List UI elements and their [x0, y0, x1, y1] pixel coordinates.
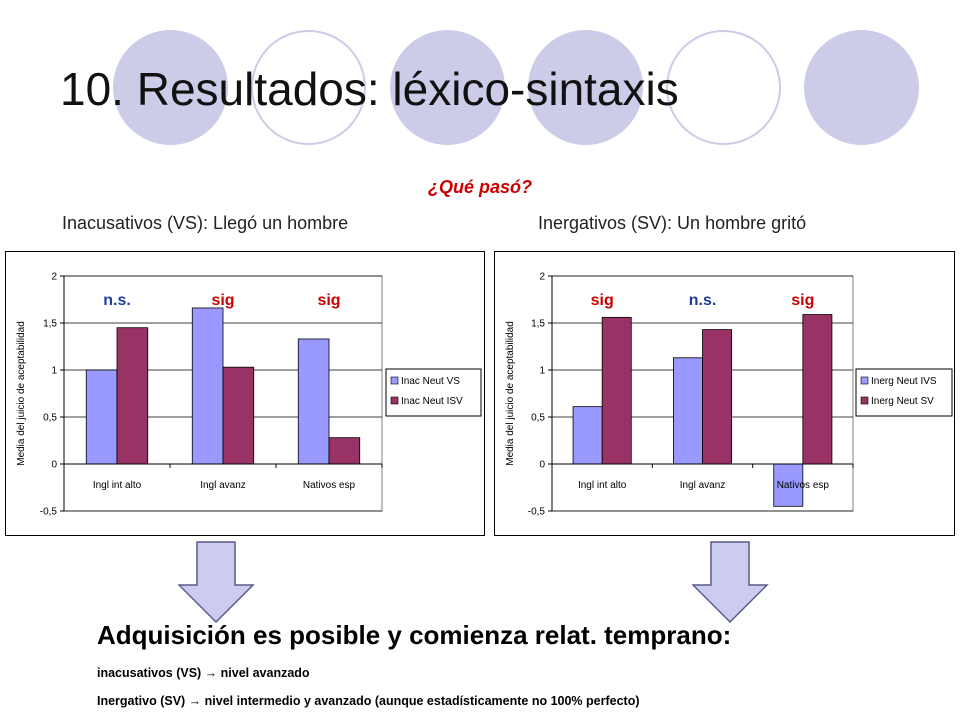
- right-chart-ytick-label: 2: [539, 272, 545, 283]
- right-chart-significance-label: n.s.: [689, 292, 717, 309]
- right-chart-ytick-label: 0: [539, 460, 545, 471]
- left-chart-category-label: Ingl avanz: [200, 480, 246, 491]
- left-chart-bar-2: [328, 437, 361, 465]
- chart-unaccusatives: -0,5 0 0,5 1 1,5 2 Media del juicio de aceptab…: [5, 251, 485, 536]
- left-chart-category-label: Nativos esp: [303, 480, 356, 491]
- left-chart-bar-2: [222, 366, 255, 465]
- conclusion-text: Adquisición es posible y comienza relat.…: [97, 620, 732, 650]
- right-chart-ytick-label: -0,5: [528, 507, 546, 518]
- right-chart-bar-2: [802, 314, 833, 465]
- right-chart-significance-label: sig: [791, 292, 814, 309]
- chart-unaccusatives-svg: -0,5 0 0,5 1 1,5 2 Media del juicio de aceptab…: [16, 272, 482, 518]
- left-chart-ytick-label: 0,5: [43, 413, 57, 424]
- decor-circle-2: [251, 30, 366, 145]
- left-chart-significance-label: n.s.: [103, 292, 131, 309]
- left-chart-legend-label: Inac Neut ISV: [401, 396, 463, 407]
- right-chart-legend: [855, 368, 953, 417]
- right-chart-bar-2: [601, 316, 632, 465]
- left-chart-ytick-label: 0: [51, 460, 57, 471]
- decor-circle-4: [528, 30, 643, 145]
- note-unaccusatives: inacusativos (VS) → nivel avanzado: [97, 666, 310, 680]
- left-chart-legend-swatch: [390, 376, 399, 385]
- right-chart-significance-label: sig: [591, 292, 614, 309]
- decor-circle-3: [390, 30, 505, 145]
- decor-circle-1: [113, 30, 228, 145]
- slide-title: 10. Resultados: léxico-sintaxis: [60, 63, 679, 115]
- left-chart-ytick-label: 1: [51, 366, 57, 377]
- left-chart-legend-swatch: [390, 396, 399, 405]
- left-chart-bar-2: [116, 327, 149, 465]
- right-chart-legend-label: Inerg Neut IVS: [871, 376, 937, 387]
- right-chart-y-axis-title: Media del juicio de aceptabilidad: [505, 321, 516, 466]
- left-chart-category-label: Ingl int alto: [93, 480, 142, 491]
- right-chart-legend-swatch: [860, 396, 869, 405]
- right-chart-bar-1: [673, 357, 703, 465]
- right-chart-category-label: Ingl avanz: [680, 480, 726, 491]
- right-chart-legend-label: Inerg Neut SV: [871, 396, 934, 407]
- chart-unergatives: -0,5 0 0,5 1 1,5 2 Media del juicio de aceptab…: [494, 251, 955, 536]
- right-chart-bar-1: [773, 463, 804, 507]
- left-chart-significance-label: sig: [211, 292, 234, 309]
- chart-unergatives-svg: -0,5 0 0,5 1 1,5 2 Media del juicio de aceptab…: [505, 272, 953, 518]
- left-chart-y-axis-title: Media del juicio de aceptabilidad: [16, 321, 27, 466]
- right-chart-ytick-label: 1: [539, 366, 545, 377]
- left-chart-significance-label: sig: [317, 292, 340, 309]
- left-chart-bar-1: [85, 369, 118, 465]
- right-chart-bar-2: [702, 329, 732, 465]
- subtitle-unergatives: Inergativos (SV): Un hombre gritó: [538, 213, 807, 233]
- down-arrow-left-icon: [178, 541, 255, 624]
- right-chart-category-label: Ingl int alto: [578, 480, 627, 491]
- left-chart-ytick-label: 1,5: [43, 319, 57, 330]
- right-chart-bar-1: [572, 406, 603, 465]
- right-chart-legend-swatch: [860, 376, 869, 385]
- right-chart-ytick-label: 1,5: [531, 319, 545, 330]
- down-arrow-right-icon: [692, 541, 769, 624]
- left-chart-bar-1: [297, 338, 330, 465]
- left-chart-ytick-label: -0,5: [40, 507, 58, 518]
- subtitle-unaccusatives: Inacusativos (VS): Llegó un hombre: [62, 213, 349, 233]
- left-chart-bar-1: [191, 307, 224, 465]
- right-chart-ytick-label: 0,5: [531, 413, 545, 424]
- left-chart-legend-label: Inac Neut VS: [401, 376, 460, 387]
- left-chart-ytick-label: 2: [51, 272, 57, 283]
- right-chart-category-label: Nativos esp: [777, 480, 830, 491]
- left-chart-legend: [385, 368, 482, 417]
- decor-circle-6: [804, 30, 919, 145]
- note-unergatives: Inergativo (SV) → nivel intermedio y ava…: [97, 694, 640, 708]
- slide-question: ¿Qué pasó?: [427, 177, 532, 197]
- decor-circle-5: [666, 30, 781, 145]
